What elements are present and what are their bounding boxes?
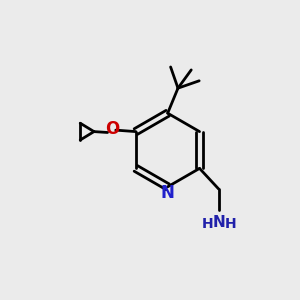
Text: O: O (105, 120, 119, 138)
Text: N: N (213, 214, 226, 230)
Text: H: H (202, 217, 213, 231)
Text: N: N (161, 184, 175, 202)
Text: H: H (225, 217, 237, 231)
